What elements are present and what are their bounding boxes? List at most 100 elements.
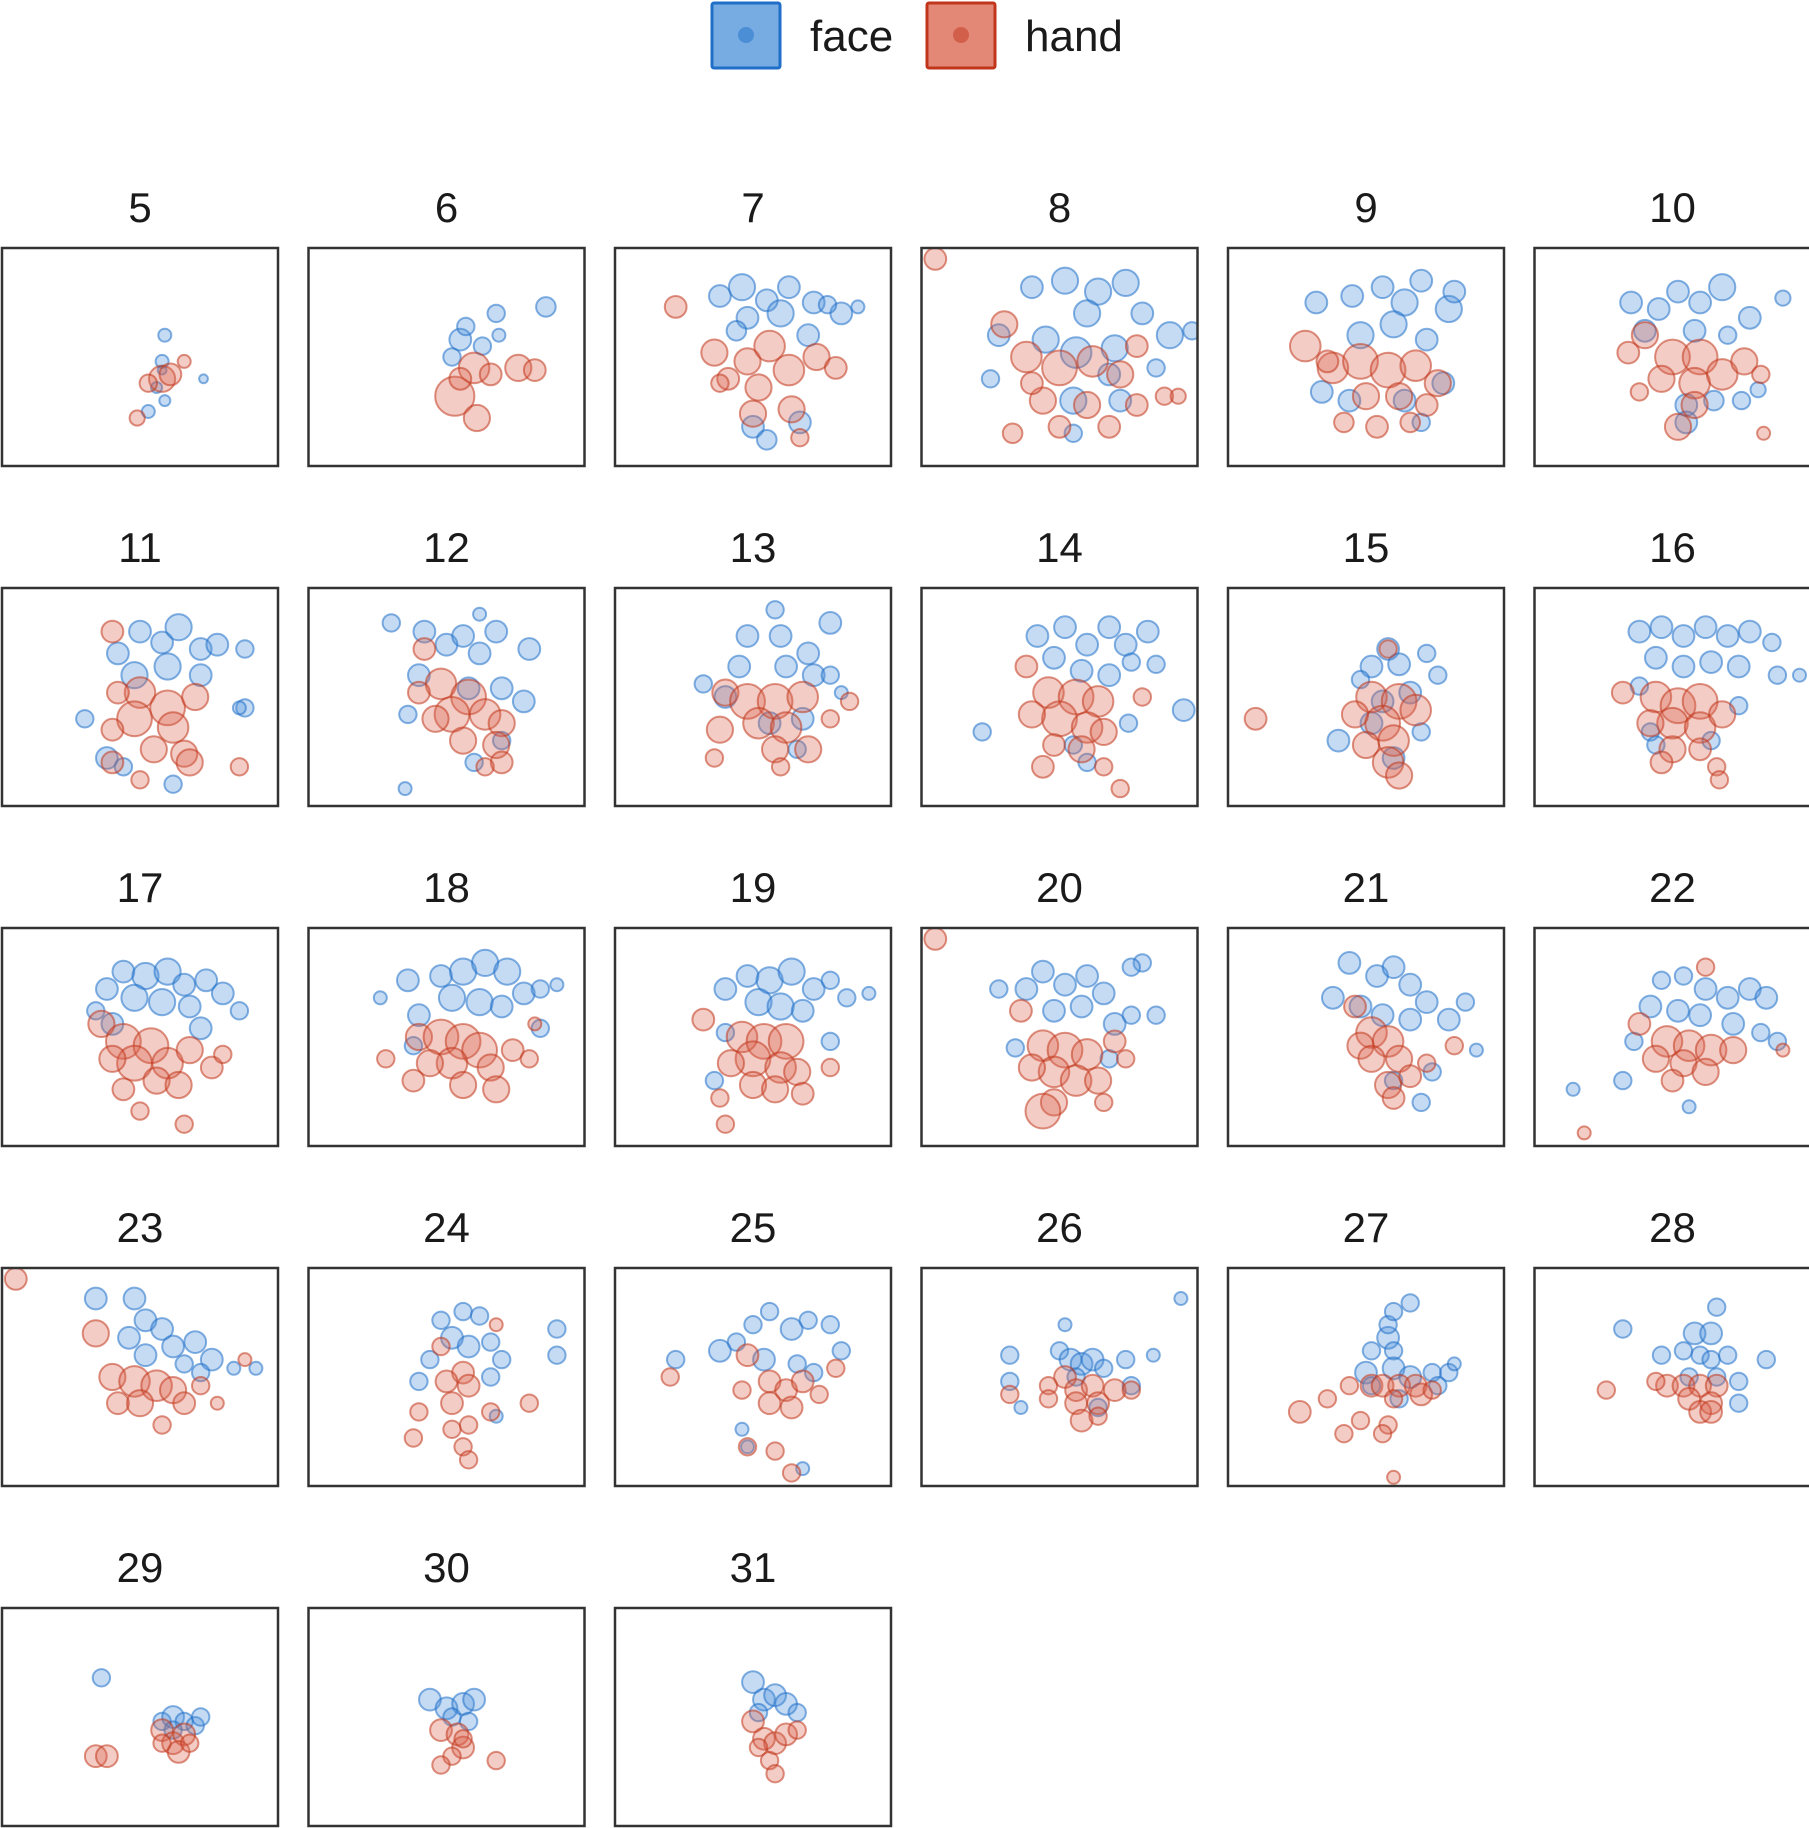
hand-point [1374,1070,1403,1100]
panel-title: 16 [1649,524,1696,571]
panel-frame [307,1606,586,1828]
hand-point [237,1352,253,1368]
face-point [469,1306,490,1326]
hand-point [704,748,725,768]
face-point [464,752,484,773]
hand-point [753,329,786,363]
panel-10: 10 [1533,184,1809,468]
legend-face-marker [738,27,754,43]
face-point [158,394,172,408]
face-point [741,1670,765,1694]
face-point [704,1070,725,1091]
face-point [774,654,798,679]
panel-26: 26 [920,1204,1199,1488]
face-point [1069,658,1094,683]
face-point [1340,284,1365,308]
face-point [492,1349,512,1370]
panel-title: 11 [118,524,162,571]
face-point [517,637,542,661]
hand-point [710,373,730,393]
panel-18: 18 [307,864,586,1148]
scatter-points [372,948,565,1104]
face-point [547,1319,567,1339]
panel-title: 14 [1036,524,1083,571]
hand-point [732,1380,752,1400]
face-point [820,1031,840,1052]
face-point [1565,1081,1581,1097]
face-point [1042,998,1066,1023]
panel-frame [613,586,893,808]
hand-point [990,310,1019,339]
face-point [172,972,197,997]
panel-19: 19 [613,864,893,1148]
face-point [1050,266,1080,295]
face-point [1145,1347,1161,1363]
face-point [1627,619,1652,644]
face-point [1455,992,1476,1012]
face-point [850,299,866,315]
face-point [535,296,557,318]
hand-point [98,1044,127,1073]
hand-point [737,1437,758,1457]
face-point [1370,275,1395,300]
hand-point [478,362,503,387]
face-point [1690,1345,1710,1365]
hand-point [482,1075,511,1104]
hand-point [733,347,762,376]
face-point [1646,297,1671,321]
face-point [150,1317,175,1341]
panel-14: 14 [920,524,1199,808]
hand-point [1080,1373,1105,1398]
face-point [796,323,821,348]
panel-frame [1533,1266,1809,1488]
panel-frame [0,926,280,1148]
hand-point [1076,345,1109,378]
panel-title: 21 [1343,864,1390,911]
hand-point [1414,393,1439,417]
hand-point [1042,733,1066,757]
hand-point [1047,414,1072,439]
face-point [1379,310,1408,339]
hand-point [923,248,948,271]
face-point [407,1003,431,1028]
scatter-points [1243,637,1448,790]
face-point [1013,1400,1029,1415]
face-point [1767,665,1788,685]
face-point [161,1334,186,1359]
face-point [1737,305,1762,330]
scatter-points [3,1268,264,1435]
face-point [1025,624,1050,648]
face-point [777,275,801,300]
hand-point [458,1450,479,1470]
face-point [451,624,476,648]
hand-point [742,706,775,740]
panel-title: 23 [117,1204,164,1251]
hand-point [1350,1410,1371,1431]
panel-25: 25 [613,1204,893,1488]
hand-point [1342,343,1379,380]
face-point [481,1332,501,1352]
hand-point [415,1049,444,1078]
scatter-points [83,1668,211,1769]
hand-point [487,709,516,738]
panel-frame [307,1266,586,1488]
hand-point [175,1036,204,1065]
hand-point [152,1415,172,1435]
hand-point [1038,1376,1059,1396]
hand-point [716,1049,746,1078]
face-point [183,1330,208,1354]
hand-point [1067,735,1096,764]
hand-point [1317,1389,1338,1409]
face-point [1708,273,1737,302]
hand-point [149,689,187,727]
hand-point [444,1023,482,1060]
panel-title: 19 [730,864,777,911]
hand-point [1655,1373,1679,1398]
panel-28: 28 [1533,1204,1809,1488]
hand-point [152,1733,172,1753]
hand-point [1641,1044,1671,1073]
hand-point [790,1369,815,1394]
hand-point [462,403,491,433]
face-point [820,970,840,990]
hand-point [839,691,860,712]
